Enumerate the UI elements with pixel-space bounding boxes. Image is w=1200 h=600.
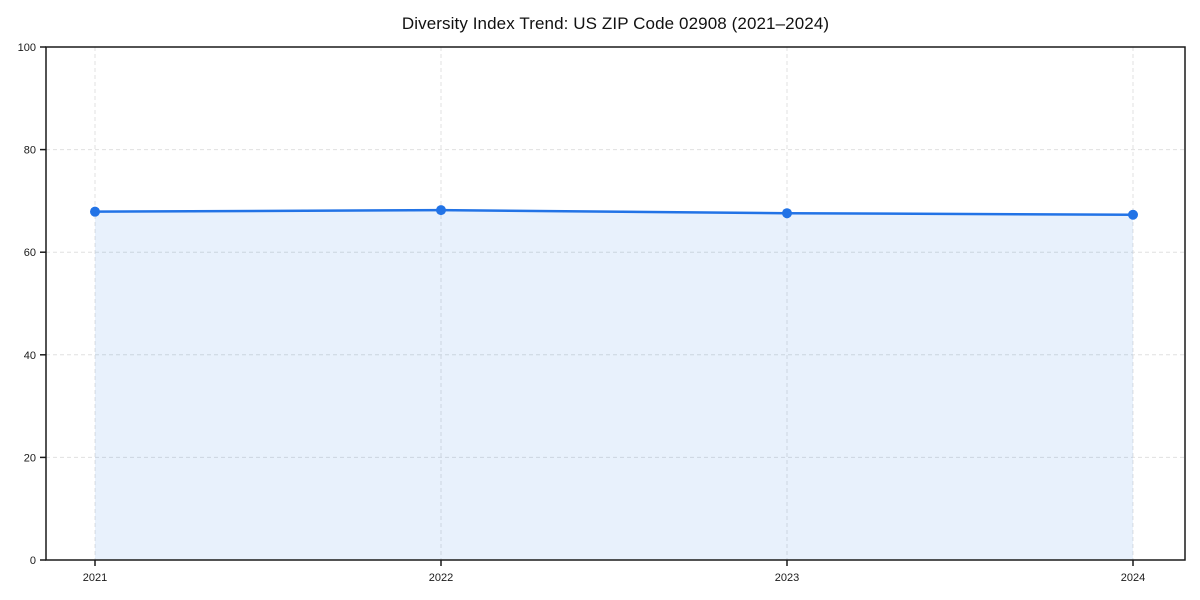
x-tick-label: 2021 <box>83 572 107 584</box>
y-tick-label: 80 <box>24 145 36 157</box>
x-tick-label: 2022 <box>429 572 453 584</box>
chart-title: Diversity Index Trend: US ZIP Code 02908… <box>401 14 830 33</box>
y-tick-label: 60 <box>24 247 36 259</box>
trend-line <box>93 208 1135 217</box>
data-point-marker <box>436 205 446 216</box>
axis-frame <box>45 46 1186 561</box>
y-tick-label: 0 <box>30 555 36 567</box>
y-tick-label: 100 <box>18 42 36 54</box>
data-point-marker <box>782 208 792 219</box>
area-fill <box>95 210 1133 560</box>
data-point-marker <box>90 206 100 217</box>
x-tick-label: 2024 <box>1121 572 1145 584</box>
y-tick-label: 20 <box>24 452 36 464</box>
data-point-marker <box>1128 209 1138 220</box>
y-tick-label: 40 <box>24 350 36 362</box>
x-tick-label: 2023 <box>775 572 799 584</box>
